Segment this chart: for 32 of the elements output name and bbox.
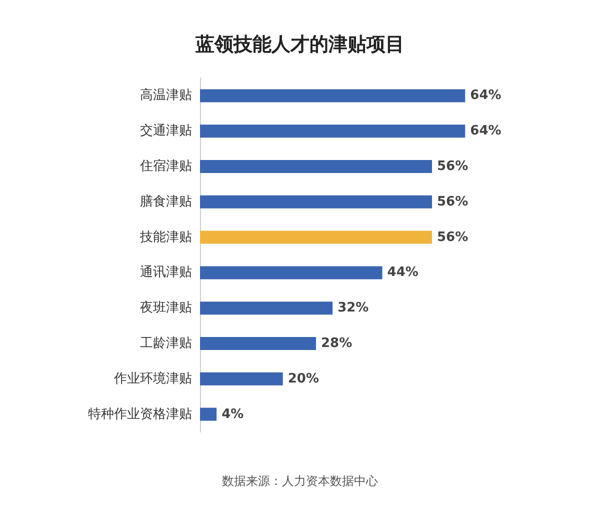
data-label: 32% [338, 300, 369, 316]
bar [200, 337, 316, 350]
data-label: 56% [437, 159, 468, 174]
y-tick-label: 高温津贴 [140, 87, 192, 104]
data-label: 44% [387, 265, 418, 280]
y-tick-label: 工龄津贴 [140, 336, 192, 351]
bar [200, 372, 283, 386]
bar [200, 160, 432, 173]
y-tick-label: 夜班津贴 [140, 300, 192, 316]
bar [200, 195, 432, 208]
bar [200, 408, 217, 421]
chart-title: 蓝领技能人才的津贴项目 [194, 34, 404, 56]
data-label: 64% [470, 88, 502, 104]
bar [200, 89, 466, 102]
y-tick-label: 交通津贴 [140, 122, 192, 139]
bar [200, 124, 466, 138]
data-label: 64% [470, 124, 502, 139]
y-tick-label: 技能津贴 [139, 230, 192, 245]
bar [200, 230, 432, 244]
data-label: 28% [321, 336, 352, 351]
data-label: 20% [288, 371, 319, 386]
bar [200, 302, 333, 315]
data-label: 56% [437, 194, 468, 210]
y-tick-label: 住宿津贴 [139, 158, 192, 174]
y-tick-label: 特种作业资格津贴 [88, 406, 192, 422]
y-tick-label: 作业环境津贴 [113, 370, 192, 386]
y-tick-label: 膳食津贴 [140, 193, 192, 210]
source-note: 数据来源：人力资本数据中心 [222, 474, 378, 488]
bar [200, 266, 382, 280]
y-tick-label: 通讯津贴 [140, 265, 192, 280]
data-label: 4% [222, 406, 244, 422]
data-label: 56% [437, 230, 468, 245]
